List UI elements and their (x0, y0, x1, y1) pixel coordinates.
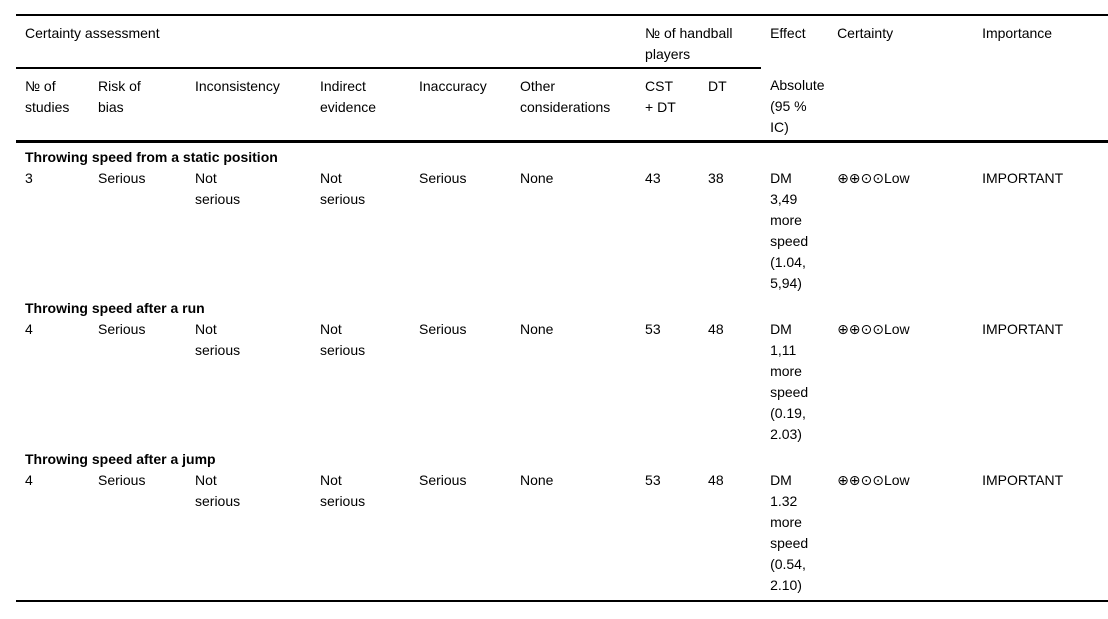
cell-importance: IMPORTANT (982, 321, 1064, 337)
cell-importance: IMPORTANT (973, 470, 1108, 602)
grade-evidence-table: Certainty assessment № of handball playe… (16, 14, 1108, 602)
cell-no-of-studies: 3 (25, 170, 33, 186)
cell-inaccuracy: Serious (410, 470, 511, 602)
cell-inconsistency: Not serious (195, 170, 241, 207)
section-title: Throwing speed from a static position (25, 149, 278, 165)
section-title: Throwing speed after a run (25, 300, 205, 316)
header-dt: DT (699, 68, 762, 143)
data-row-static-position: 3 Serious Not serious Not serious Seriou… (16, 168, 1108, 294)
cell-indirect-evidence: Not serious (320, 321, 366, 358)
header-indirect-evidence: Indirect evidence (311, 68, 410, 143)
cell-certainty-rating: ⊕⊕⊙⊙Low (828, 470, 974, 602)
cell-indirect-evidence: Not serious (311, 470, 410, 602)
header-other-considerations: Other considerations (511, 68, 637, 143)
header-certainty-assessment-group: Certainty assessment (16, 15, 637, 69)
cell-dt: 38 (708, 170, 724, 186)
data-row-after-run: 4 Serious Not serious Not serious Seriou… (16, 319, 1108, 445)
cell-other-considerations: None (511, 470, 637, 602)
cell-cst-plus-dt: 53 (645, 321, 661, 337)
cell-dt: 48 (708, 321, 724, 337)
cell-no-of-studies: 4 (16, 470, 89, 602)
data-row-after-jump: 4 Serious Not serious Not serious Seriou… (16, 470, 1108, 602)
header-risk-of-bias: Risk of bias (89, 68, 186, 143)
cell-cst-plus-dt: 53 (636, 470, 700, 602)
cell-inaccuracy: Serious (419, 170, 467, 186)
table-body: Throwing speed from a static position 3 … (16, 142, 1108, 602)
cell-effect-absolute: DM 1,11 more speed (0.19, 2.03) (770, 321, 809, 442)
section-title: Throwing speed after a jump (25, 451, 216, 467)
cell-inaccuracy: Serious (419, 321, 467, 337)
header-empty-under-importance (973, 68, 1108, 143)
cell-dt: 48 (699, 470, 762, 602)
cell-effect-absolute: DM 3,49 more speed (1.04, 5,94) (770, 170, 809, 291)
cell-inconsistency: Not serious (186, 470, 311, 602)
cell-other-considerations: None (520, 170, 554, 186)
cell-certainty-rating: ⊕⊕⊙⊙Low (837, 321, 910, 337)
header-group-row: Certainty assessment № of handball playe… (16, 15, 1108, 69)
cell-risk-of-bias: Serious (98, 321, 146, 337)
cell-cst-plus-dt: 43 (645, 170, 661, 186)
header-no-of-studies: № of studies (16, 68, 89, 143)
cell-risk-of-bias: Serious (89, 470, 186, 602)
section-title-row-after-jump: Throwing speed after a jump (16, 445, 1108, 470)
cell-effect-absolute: DM 1.32 more speed (0.54, 2.10) (761, 470, 829, 602)
cell-risk-of-bias: Serious (98, 170, 146, 186)
header-inaccuracy: Inaccuracy (410, 68, 511, 143)
cell-inconsistency: Not serious (195, 321, 241, 358)
header-handball-players-group: № of handball players (636, 15, 762, 69)
header-effect: Effect (770, 25, 806, 41)
header-absolute-95-ic: Absolute (95 % IC) (761, 68, 829, 143)
header-empty-under-certainty (828, 68, 974, 143)
cell-indirect-evidence: Not serious (320, 170, 366, 207)
cell-no-of-studies: 4 (25, 321, 33, 337)
header-sub-row: № of studies Risk of bias Inconsistency … (16, 68, 1108, 143)
header-cst-plus-dt: CST + DT (636, 68, 700, 143)
section-title-row-static-position: Throwing speed from a static position (16, 142, 1108, 169)
table-header: Certainty assessment № of handball playe… (16, 15, 1108, 143)
cell-other-considerations: None (520, 321, 554, 337)
header-importance: Importance (982, 25, 1053, 41)
header-certainty: Certainty (837, 25, 894, 41)
section-title-row-after-run: Throwing speed after a run (16, 294, 1108, 319)
cell-certainty-rating: ⊕⊕⊙⊙Low (837, 170, 910, 186)
header-inconsistency: Inconsistency (186, 68, 311, 143)
cell-importance: IMPORTANT (982, 170, 1064, 186)
